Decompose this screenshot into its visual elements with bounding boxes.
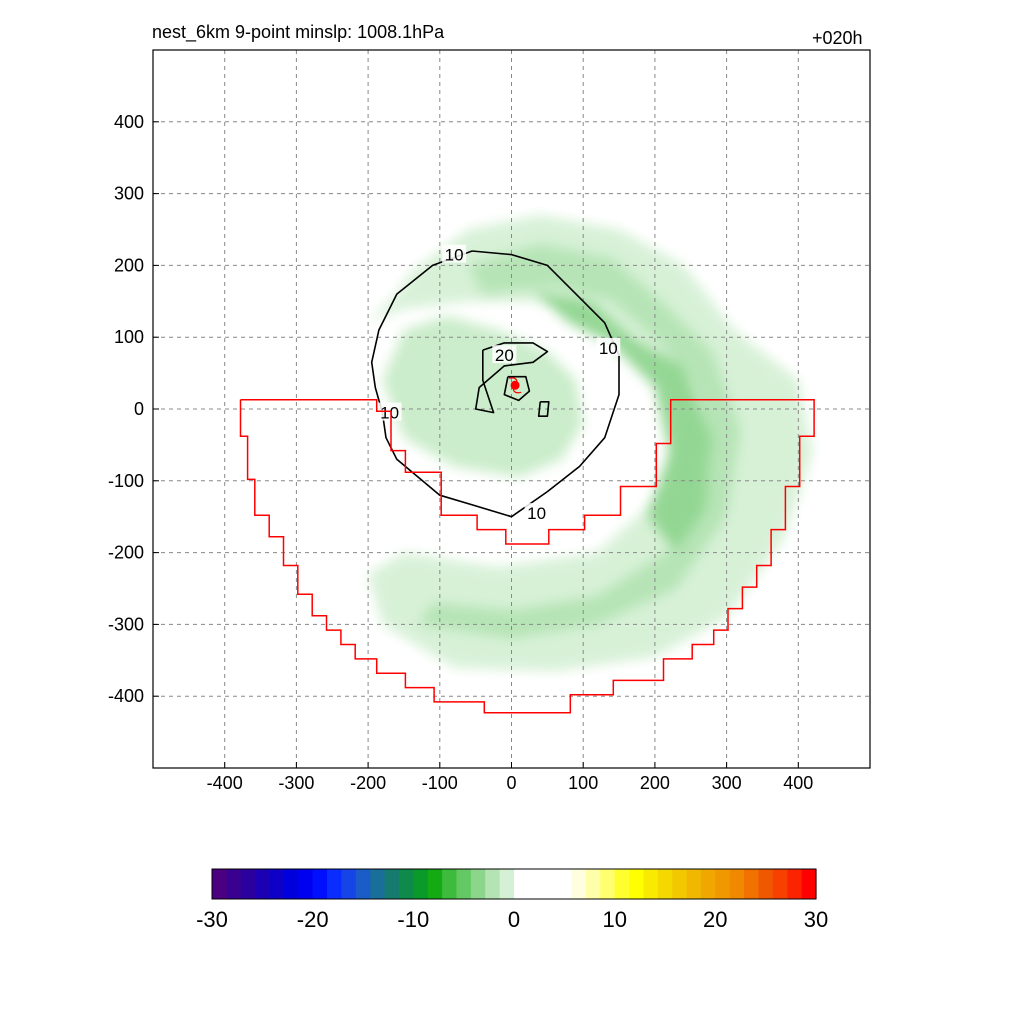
colorbar-swatch: [398, 869, 414, 899]
shaded-band-rainband-outer: [368, 215, 813, 672]
x-tick-label: -400: [207, 773, 243, 793]
y-tick-label: -400: [108, 686, 144, 706]
storm-center-swirl: [508, 377, 522, 394]
colorbar-swatch: [370, 869, 386, 899]
colorbar-swatch: [557, 869, 573, 899]
colorbar-swatch: [255, 869, 271, 899]
x-tick-label: -100: [422, 773, 458, 793]
y-tick-label: -300: [108, 614, 144, 634]
contour-label-bg: [492, 345, 517, 364]
contour-label: 10: [380, 404, 399, 423]
contour-line-20: [474, 342, 549, 414]
colorbar-tick-label: 0: [508, 907, 520, 932]
colorbar-swatch: [212, 869, 227, 899]
colorbar-swatch: [542, 869, 558, 899]
colorbar-swatch: [801, 869, 817, 899]
colorbar-swatch: [571, 869, 587, 899]
colorbar-swatch: [470, 869, 486, 899]
colorbar-swatch: [514, 869, 529, 899]
colorbar-swatch: [485, 869, 501, 899]
x-tick-label: -300: [278, 773, 314, 793]
contour-line-20: [503, 375, 531, 402]
colorbar-swatch: [643, 869, 659, 899]
x-tick-label: 400: [783, 773, 813, 793]
contour-label-bg: [596, 337, 621, 356]
colorbar-swatch: [312, 869, 328, 899]
colorbar-swatch: [744, 869, 760, 899]
colorbar-swatch: [729, 869, 745, 899]
colorbar-swatch: [427, 869, 443, 899]
colorbar-swatch: [240, 869, 256, 899]
colorbar-swatch: [456, 869, 472, 899]
x-tick-label: 300: [712, 773, 742, 793]
colorbar-swatch: [686, 869, 702, 899]
colorbar-swatch: [614, 869, 630, 899]
colorbar-swatch: [355, 869, 371, 899]
shaded-band-core-ring: [382, 315, 584, 478]
y-tick-label: 100: [114, 327, 144, 347]
colorbar-tick-label: 20: [703, 907, 727, 932]
subdomain-outline: [239, 398, 815, 714]
colorbar-swatch: [499, 869, 515, 899]
subdomain-outline-line: [239, 398, 815, 714]
colorbar-swatch: [629, 869, 645, 899]
shaded-band-rainband-mid: [418, 243, 741, 639]
y-tick-label: 0: [134, 399, 144, 419]
axis-ticks: -400 -300 -200 -100 0 100 200 300 400-400-300-20…: [108, 112, 813, 793]
colorbar-swatch: [772, 869, 788, 899]
x-tick-label: 0: [506, 773, 516, 793]
storm-center: [508, 377, 522, 394]
colorbar-swatch: [758, 869, 774, 899]
contour-label: 10: [445, 246, 464, 265]
contour-label-bg: [442, 244, 467, 263]
x-tick-label: -200: [350, 773, 386, 793]
colorbar-tick-label: 30: [804, 907, 828, 932]
contour-label-bg: [524, 503, 549, 522]
forecast-hour-label: +020h: [812, 28, 863, 48]
chart-title: nest_6km 9-point minslp: 1008.1hPa: [152, 22, 445, 42]
x-tick-label: 100: [568, 773, 598, 793]
y-tick-label: 200: [114, 255, 144, 275]
colorbar-swatch: [600, 869, 616, 899]
colorbar-tick-label: -10: [397, 907, 429, 932]
colorbar-swatch: [341, 869, 357, 899]
shaded-band-rainband-inner: [533, 290, 713, 553]
colorbar-swatch: [442, 869, 458, 899]
contour-label: 10: [599, 339, 618, 358]
storm-center-marker: [510, 380, 520, 390]
colorbar-swatch: [413, 869, 429, 899]
y-tick-label: 400: [114, 112, 144, 132]
contour-line-20: [537, 400, 550, 418]
colorbar-swatch: [787, 869, 803, 899]
colorbar-swatch: [298, 869, 314, 899]
y-tick-label: 300: [114, 184, 144, 204]
colorbar-frame: [211, 868, 817, 900]
contour-label: 10: [527, 504, 546, 523]
y-tick-label: -200: [108, 543, 144, 563]
colorbar-swatch: [269, 869, 285, 899]
x-tick-label: 200: [640, 773, 670, 793]
shaded-field: [368, 215, 813, 672]
contour-line-10: [370, 250, 620, 518]
colorbar-swatch: [226, 869, 242, 899]
contour-label: 20: [495, 346, 514, 365]
colorbar-swatch: [700, 869, 716, 899]
colorbar-swatch: [384, 869, 400, 899]
colorbar-swatch: [327, 869, 343, 899]
colorbar-swatch: [715, 869, 731, 899]
colorbar-swatch: [657, 869, 673, 899]
colorbar-swatch: [672, 869, 688, 899]
colorbar-swatch: [528, 869, 544, 899]
colorbar-tick-label: -20: [297, 907, 329, 932]
colorbar: -30 -20 -10 0 10 20 30: [196, 868, 828, 932]
contour-lines: 10 10 10 10 20: [370, 244, 621, 523]
colorbar-swatch: [585, 869, 601, 899]
colorbar-tick-label: 10: [602, 907, 626, 932]
colorbar-swatch: [283, 869, 299, 899]
y-tick-label: -100: [108, 471, 144, 491]
colorbar-tick-label: -30: [196, 907, 228, 932]
